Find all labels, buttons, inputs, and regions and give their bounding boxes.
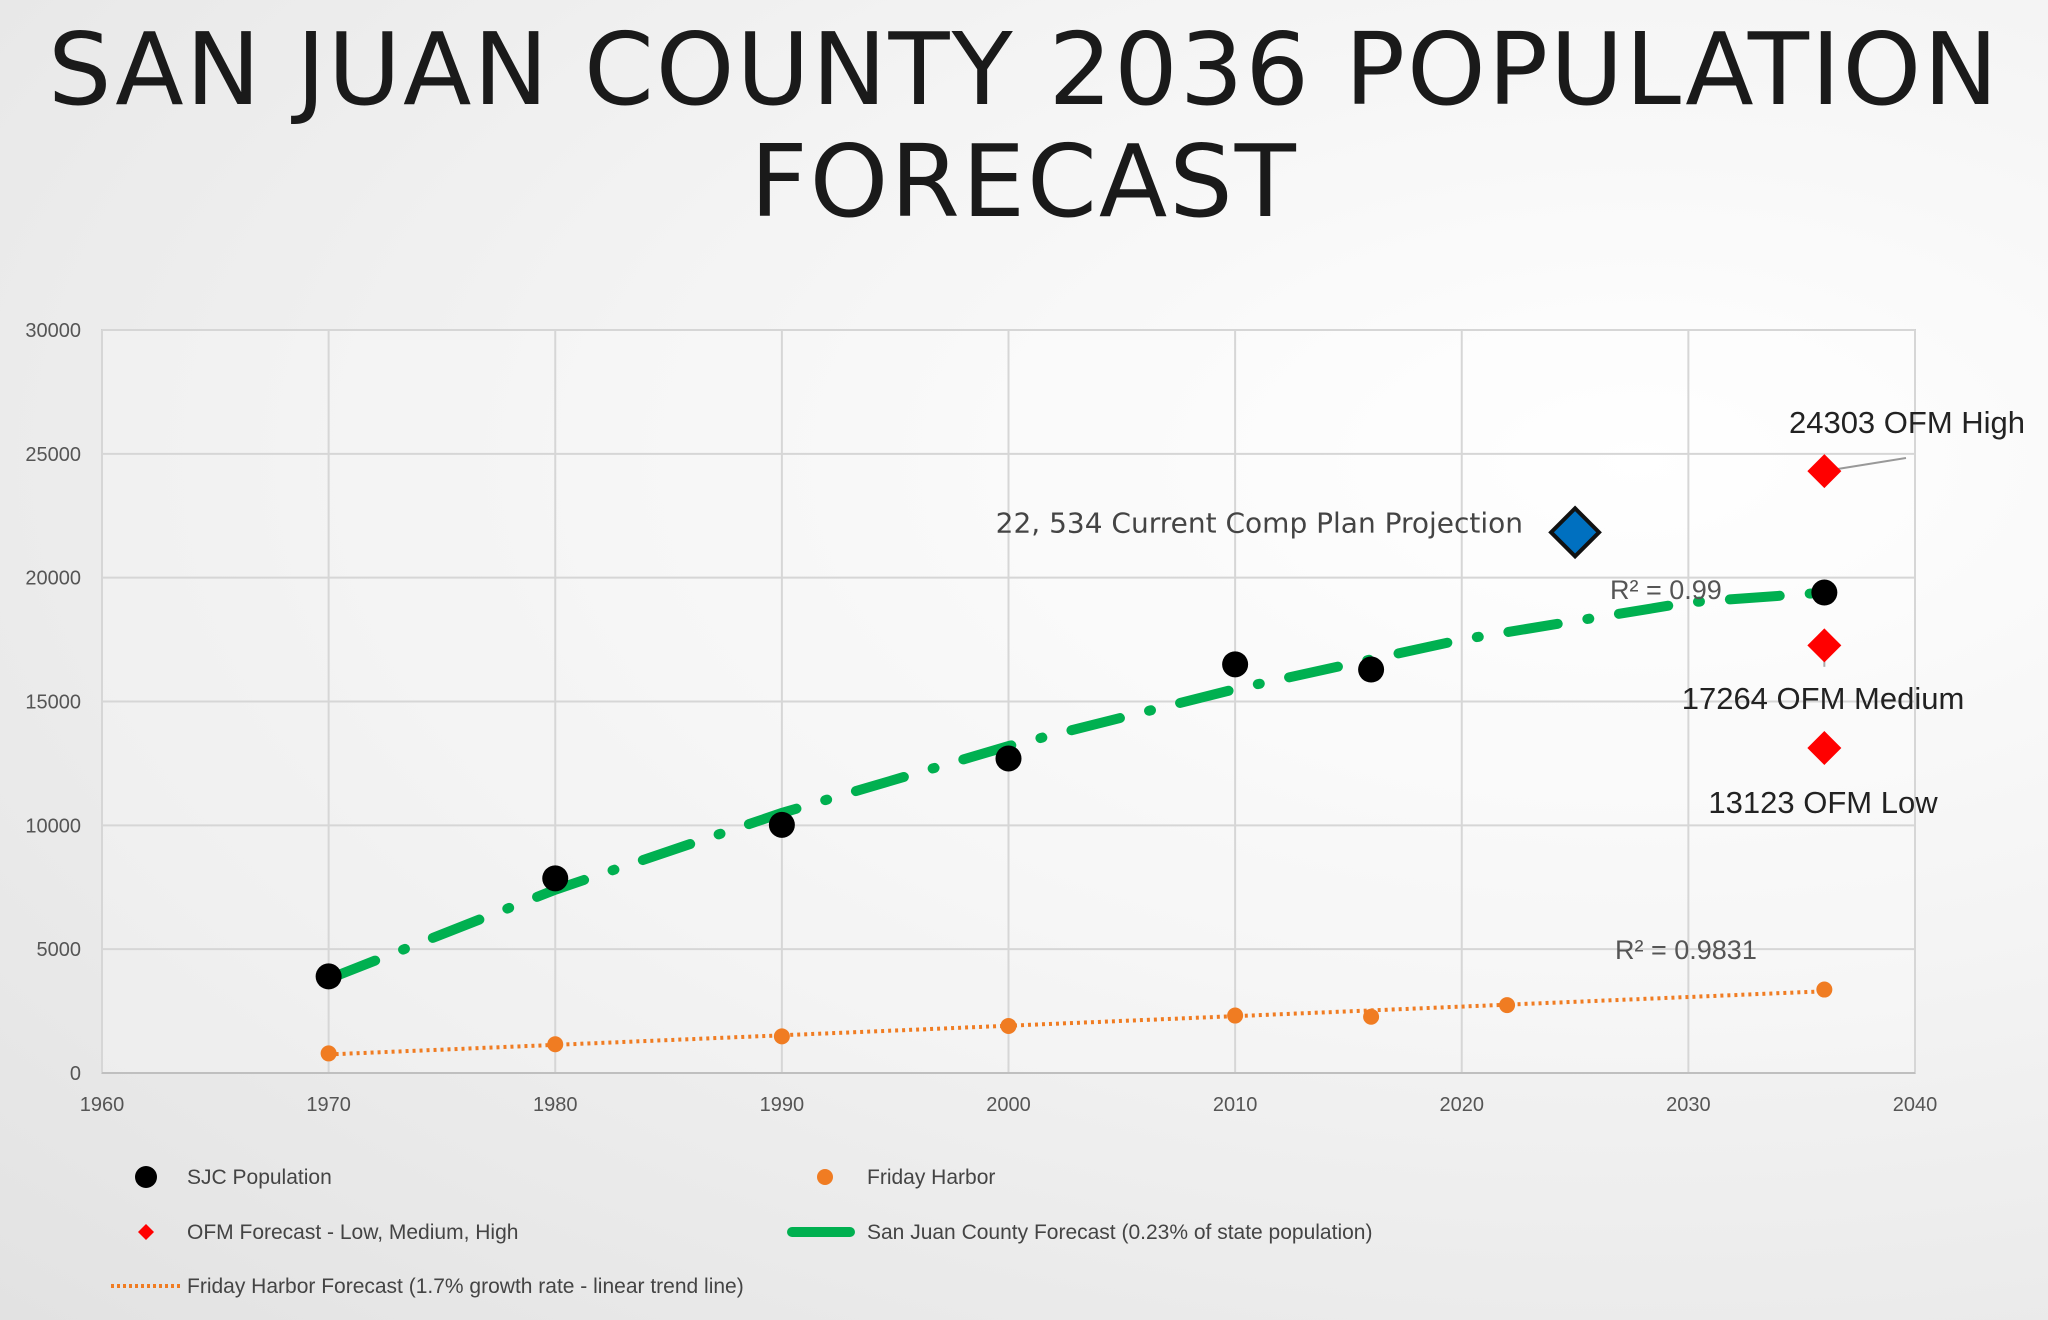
- ofm-high-label: 24303 OFM High: [1789, 405, 2025, 440]
- y-tick-label: 30000: [25, 320, 81, 342]
- friday-harbor-point: [547, 1036, 564, 1053]
- comp-plan-projection-point: [1548, 505, 1602, 560]
- x-tick-label: 2040: [1893, 1094, 1938, 1116]
- x-tick-label: 2020: [1440, 1094, 1485, 1116]
- friday-harbor-point: [1363, 1008, 1380, 1025]
- title-line-2: FORECAST: [750, 123, 1298, 240]
- legend-friday-harbor-marker: [817, 1169, 833, 1185]
- legend-ofm-label: OFM Forecast - Low, Medium, High: [187, 1221, 518, 1244]
- sjc-population-point: [315, 963, 342, 990]
- ofm-forecast-point: [1807, 454, 1842, 489]
- friday-harbor-r-squared-label: R² = 0.9831: [1615, 935, 1757, 965]
- legend-sjc-forecast-label: San Juan County Forecast (0.23% of state…: [867, 1221, 1372, 1244]
- sjc-forecast-line: [323, 587, 1830, 984]
- chart-title: SAN JUAN COUNTY 2036 POPULATION FORECAST: [0, 14, 2048, 238]
- friday-harbor-point: [1816, 981, 1833, 998]
- friday-harbor-point: [773, 1028, 790, 1045]
- ofm-low-label: 13123 OFM Low: [1708, 785, 1938, 820]
- y-tick-label: 25000: [25, 444, 81, 466]
- x-tick-label: 1990: [760, 1094, 805, 1116]
- y-tick-label: 5000: [37, 939, 82, 961]
- comp-plan-projection-label: 22, 534 Current Comp Plan Projection: [996, 506, 1523, 539]
- friday-harbor-point: [320, 1045, 337, 1062]
- sjc-population-point: [1811, 579, 1838, 606]
- ofm-forecast-point: [1807, 628, 1842, 663]
- friday-harbor-point: [1499, 997, 1516, 1014]
- x-tick-label: 2010: [1213, 1094, 1258, 1116]
- y-tick-label: 15000: [25, 692, 81, 714]
- legend-friday-harbor-label: Friday Harbor: [867, 1166, 995, 1189]
- sjc-population-point: [1358, 656, 1385, 683]
- sjc-population-point: [995, 745, 1022, 772]
- x-tick-label: 2000: [986, 1094, 1031, 1116]
- legend-ofm-marker: [138, 1224, 154, 1240]
- sjc-r-squared-label: R² = 0.99: [1610, 575, 1722, 605]
- x-tick-label: 1970: [306, 1094, 351, 1116]
- x-tick-label: 1960: [80, 1094, 125, 1116]
- legend-friday-harbor-forecast-label: Friday Harbor Forecast (1.7% growth rate…: [187, 1275, 744, 1298]
- ofm-forecast-point: [1807, 730, 1842, 765]
- y-tick-label: 10000: [25, 815, 81, 837]
- y-tick-label: 0: [70, 1063, 81, 1085]
- title-line-1: SAN JUAN COUNTY 2036 POPULATION: [47, 11, 2001, 128]
- x-tick-label: 2030: [1666, 1094, 1711, 1116]
- ofm-medium-label: 17264 OFM Medium: [1682, 681, 1965, 716]
- sjc-population-point: [542, 865, 569, 892]
- legend-sjc-marker: [135, 1166, 157, 1188]
- sjc-population-point: [1222, 651, 1249, 678]
- friday-harbor-point: [1227, 1007, 1244, 1024]
- sjc-population-point: [768, 811, 795, 838]
- y-tick-label: 20000: [25, 568, 81, 590]
- legend-sjc-label: SJC Population: [187, 1166, 332, 1189]
- x-tick-label: 1980: [533, 1094, 578, 1116]
- friday-harbor-trend-line: [328, 989, 1825, 1057]
- friday-harbor-point: [1000, 1017, 1017, 1034]
